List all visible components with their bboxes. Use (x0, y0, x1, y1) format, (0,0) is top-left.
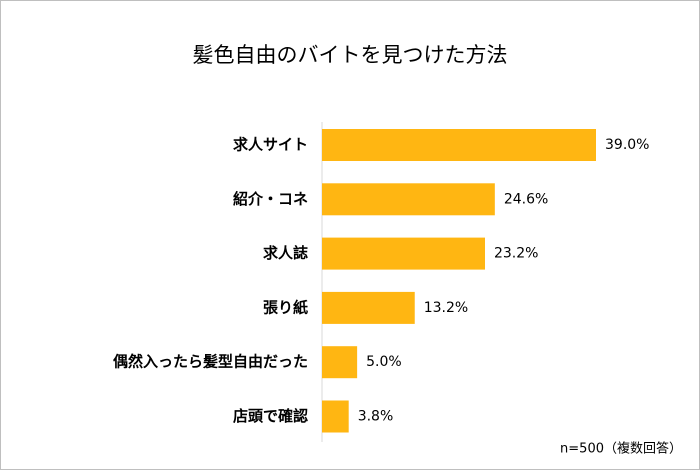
data-label: 24.6% (504, 191, 548, 207)
bar (322, 237, 485, 270)
data-label: 3.8% (358, 409, 394, 425)
y-tick-label: 店頭で確認 (233, 407, 308, 425)
bar (322, 346, 358, 379)
y-tick-label: 張り紙 (263, 298, 308, 316)
bar (322, 183, 495, 216)
data-label: 23.2% (494, 246, 538, 262)
bar (322, 291, 415, 324)
y-tick-label: 紹介・コネ (233, 190, 308, 208)
bar (322, 400, 349, 433)
data-label: 13.2% (424, 300, 468, 316)
note: n=500（複数回答） (560, 441, 682, 457)
chart-title: 髪色自由のバイトを見つけた方法 (193, 43, 508, 67)
data-label: 5.0% (366, 354, 402, 370)
data-label: 39.0% (605, 137, 649, 153)
y-tick-label: 求人誌 (263, 244, 308, 262)
bar (322, 129, 596, 161)
y-tick-label: 求人サイト (233, 136, 308, 154)
y-tick-label: 偶然入ったら髪型自由だった (113, 353, 308, 371)
